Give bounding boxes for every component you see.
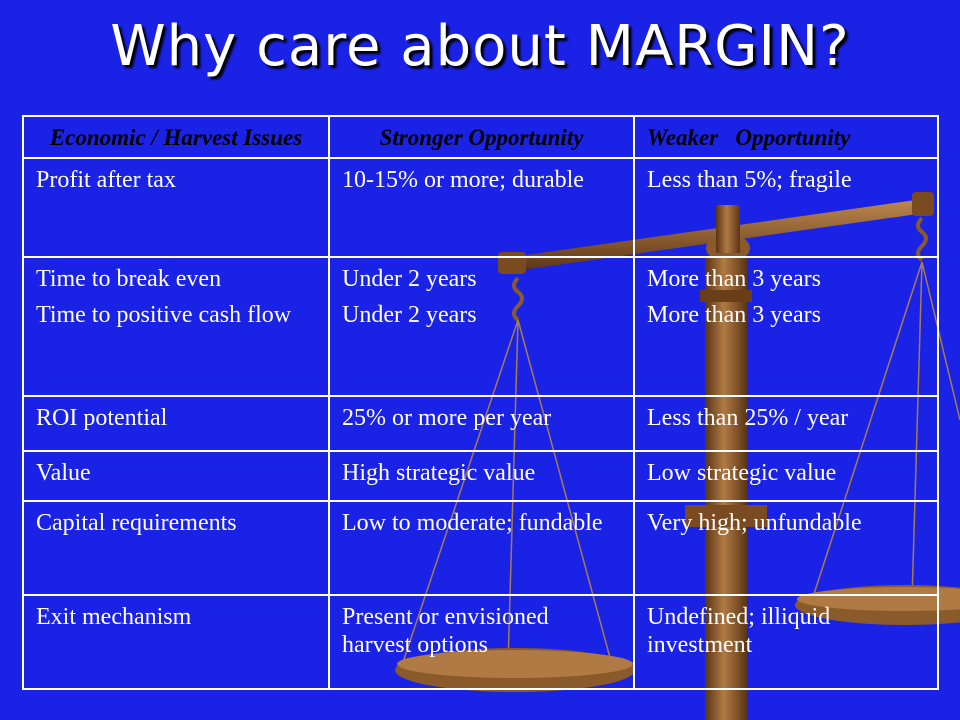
- table-header-row: Economic / Harvest Issues Stronger Oppor…: [22, 114, 939, 160]
- cell-text: Time to positive cash flow: [36, 302, 292, 329]
- cell-issue: Profit after tax: [22, 157, 330, 258]
- cell-text: Less than 5%; fragile: [647, 167, 852, 194]
- cell-stronger: 10-15% or more; durable: [328, 157, 635, 258]
- table-row: Capital requirements Low to moderate; fu…: [22, 500, 939, 597]
- cell-stronger: High strategic value: [328, 449, 635, 503]
- cell-text: Time to break even: [36, 265, 222, 292]
- cell-text: Profit after tax: [36, 167, 176, 194]
- header-economic-issues: Economic / Harvest Issues: [22, 114, 330, 160]
- cell-weaker: Low strategic value: [633, 449, 939, 503]
- cell-text: More than 3 years: [647, 302, 821, 329]
- cell-text: Present or envisioned harvest options: [342, 604, 549, 658]
- cell-text: Under 2 years: [342, 302, 477, 329]
- header-weaker-opportunity: Weaker Opportunity: [633, 114, 939, 160]
- table-row: Time to break even Time to positive cash…: [22, 255, 939, 398]
- cell-text: More than 3 years: [647, 265, 821, 292]
- cell-text: Undefined; illiquid investment: [647, 604, 831, 658]
- table-row: Profit after tax 10-15% or more; durable…: [22, 157, 939, 258]
- table-row: ROI potential 25% or more per year Less …: [22, 395, 939, 452]
- cell-weaker: Less than 25% / year: [633, 395, 939, 452]
- cell-stronger: Under 2 years Under 2 years: [328, 255, 635, 398]
- cell-text: Exit mechanism: [36, 604, 192, 631]
- cell-issue: Time to break even Time to positive cash…: [22, 255, 330, 398]
- cell-stronger: Low to moderate; fundable: [328, 500, 635, 597]
- cell-issue: Exit mechanism: [22, 594, 330, 690]
- cell-text: 25% or more per year: [342, 405, 552, 432]
- cell-text: Less than 25% / year: [647, 405, 849, 432]
- slide-title: Why care about MARGIN?: [110, 14, 850, 79]
- cell-text: ROI potential: [36, 405, 168, 432]
- cell-text: Very high; unfundable: [647, 510, 862, 537]
- cell-weaker: Less than 5%; fragile: [633, 157, 939, 258]
- table-row: Value High strategic value Low strategic…: [22, 449, 939, 503]
- cell-weaker: Undefined; illiquid investment: [633, 594, 939, 690]
- cell-issue: Capital requirements: [22, 500, 330, 597]
- cell-issue: ROI potential: [22, 395, 330, 452]
- cell-text: 10-15% or more; durable: [342, 167, 584, 194]
- table-row: Exit mechanism Present or envisioned har…: [22, 594, 939, 690]
- cell-issue: Value: [22, 449, 330, 503]
- cell-text: High strategic value: [342, 460, 536, 486]
- cell-text: Under 2 years: [342, 265, 477, 292]
- cell-weaker: More than 3 years More than 3 years: [633, 255, 939, 398]
- cell-stronger: Present or envisioned harvest options: [328, 594, 635, 690]
- cell-stronger: 25% or more per year: [328, 395, 635, 452]
- cell-text: Value: [36, 460, 91, 486]
- cell-text: Capital requirements: [36, 510, 237, 537]
- cell-weaker: Very high; unfundable: [633, 500, 939, 597]
- margin-comparison-table: Economic / Harvest Issues Stronger Oppor…: [22, 114, 939, 690]
- cell-text: Low to moderate; fundable: [342, 510, 603, 537]
- cell-text: Low strategic value: [647, 460, 837, 486]
- header-stronger-opportunity: Stronger Opportunity: [328, 114, 635, 160]
